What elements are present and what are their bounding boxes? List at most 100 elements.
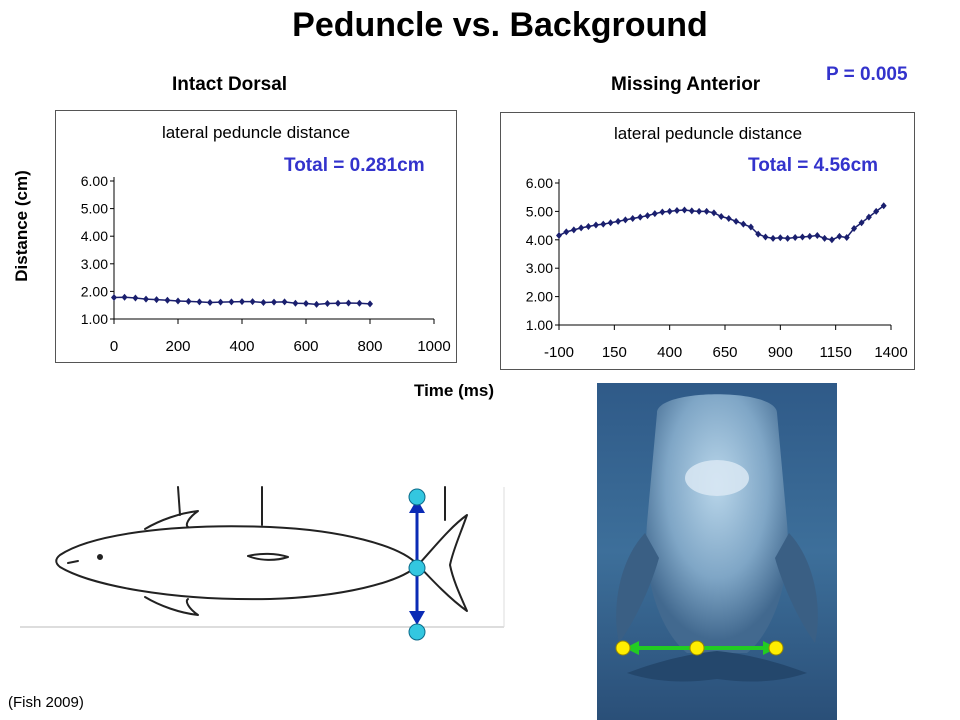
measurement-node-top bbox=[408, 488, 426, 506]
data-point bbox=[821, 234, 828, 242]
data-point bbox=[858, 219, 865, 227]
dolphin-right-flipper bbox=[775, 533, 818, 643]
data-point bbox=[196, 298, 203, 306]
arrow-head-up bbox=[409, 499, 425, 513]
chart-title: lateral peduncle distance bbox=[162, 123, 350, 142]
x-tick-label: 400 bbox=[657, 344, 682, 361]
data-point bbox=[228, 298, 235, 306]
arrow-head-down bbox=[409, 611, 425, 625]
data-point bbox=[132, 294, 139, 302]
data-point bbox=[673, 207, 680, 215]
x-tick-label: 600 bbox=[293, 338, 318, 355]
citation: (Fish 2009) bbox=[8, 694, 84, 711]
data-point bbox=[740, 220, 747, 228]
x-axis-label: Time (ms) bbox=[414, 381, 494, 400]
data-point bbox=[615, 217, 622, 225]
data-point bbox=[345, 299, 352, 307]
data-point bbox=[851, 224, 858, 232]
data-point bbox=[585, 222, 592, 230]
data-point bbox=[688, 207, 695, 215]
data-point bbox=[681, 206, 688, 214]
data-point bbox=[607, 219, 614, 227]
panel-heading-missing-anterior: Missing Anterior bbox=[611, 74, 761, 95]
data-point bbox=[239, 298, 245, 306]
dolphin-left-flipper bbox=[616, 533, 659, 643]
measurement-node-bottom bbox=[408, 623, 426, 641]
data-point bbox=[865, 213, 872, 221]
data-point bbox=[556, 232, 562, 240]
y-tick-label: 6.00 bbox=[81, 173, 108, 189]
x-tick-label: 200 bbox=[165, 338, 190, 355]
total-missing-anterior: Total = 4.56cm bbox=[748, 155, 879, 176]
data-point bbox=[570, 226, 577, 234]
data-point bbox=[185, 297, 192, 305]
data-point bbox=[799, 233, 806, 241]
data-point bbox=[324, 300, 331, 308]
data-point bbox=[747, 223, 754, 231]
data-point bbox=[600, 220, 607, 228]
data-point bbox=[629, 215, 636, 222]
data-point bbox=[335, 299, 341, 307]
x-tick-label: 900 bbox=[768, 344, 793, 361]
data-point bbox=[696, 207, 703, 215]
data-point bbox=[356, 299, 363, 307]
data-point bbox=[592, 221, 599, 229]
data-point bbox=[733, 217, 740, 225]
data-point bbox=[260, 298, 267, 306]
dolphin-body bbox=[646, 394, 788, 653]
data-point bbox=[111, 293, 117, 301]
data-point bbox=[703, 207, 710, 215]
data-point bbox=[271, 298, 277, 306]
data-point bbox=[710, 209, 717, 217]
dolphin-photo-svg bbox=[597, 383, 837, 720]
y-tick-label: 3.00 bbox=[81, 256, 108, 272]
data-point bbox=[622, 216, 629, 224]
y-tick-label: 6.00 bbox=[526, 175, 553, 191]
total-intact-dorsal: Total = 0.281cm bbox=[284, 155, 425, 176]
chart-missing-anterior: lateral peduncle distance 1.00 2.00 3.00 4.… bbox=[500, 112, 915, 370]
data-point bbox=[164, 296, 171, 304]
dolphin-fluke bbox=[627, 651, 807, 682]
x-tick-label: 1150 bbox=[820, 344, 852, 361]
measurement-node-mid bbox=[408, 559, 426, 577]
data-point bbox=[666, 207, 673, 215]
x-tick-label: 0 bbox=[110, 338, 118, 355]
data-point bbox=[207, 298, 213, 306]
y-tick-label: 5.00 bbox=[526, 203, 553, 219]
y-tick-label: 4.00 bbox=[526, 232, 553, 248]
data-point bbox=[249, 298, 256, 306]
y-tick-label: 1.00 bbox=[526, 317, 553, 333]
y-tick-label: 2.00 bbox=[81, 283, 108, 299]
dolphin-outline-drawing bbox=[20, 486, 505, 641]
photo-node-mid bbox=[689, 640, 705, 656]
dolphin-snout bbox=[685, 460, 749, 496]
dolphin-body-outline bbox=[55, 486, 468, 616]
data-point bbox=[755, 230, 762, 238]
data-point bbox=[281, 298, 288, 306]
y-axis-label: Distance (cm) bbox=[12, 170, 31, 282]
data-point bbox=[153, 296, 160, 304]
x-tick-label: 1000 bbox=[417, 338, 450, 355]
data-point bbox=[175, 297, 181, 305]
chart-title: lateral peduncle distance bbox=[614, 124, 802, 143]
x-tick-label: 650 bbox=[712, 344, 737, 361]
data-point bbox=[792, 234, 799, 242]
data-point bbox=[659, 208, 666, 216]
y-tick-label: 5.00 bbox=[81, 201, 108, 217]
data-point bbox=[292, 299, 299, 307]
data-point bbox=[806, 232, 813, 240]
slide-title: Peduncle vs. Background bbox=[292, 6, 708, 44]
data-point bbox=[637, 213, 644, 221]
chart-intact-dorsal: lateral peduncle distance 1.00 2.00 3.00 4.… bbox=[55, 110, 457, 363]
x-tick-label: -100 bbox=[544, 344, 574, 361]
data-point bbox=[784, 234, 791, 242]
chart-intact-dorsal-svg: lateral peduncle distance 1.00 2.00 3.00 4.… bbox=[81, 123, 451, 355]
data-point bbox=[651, 210, 658, 218]
data-point bbox=[843, 234, 850, 242]
data-point bbox=[718, 213, 725, 221]
data-point bbox=[836, 232, 843, 240]
dolphin-photo bbox=[597, 383, 837, 720]
y-tick-label: 4.00 bbox=[81, 228, 108, 244]
data-point bbox=[217, 298, 224, 306]
data-point bbox=[578, 224, 585, 232]
